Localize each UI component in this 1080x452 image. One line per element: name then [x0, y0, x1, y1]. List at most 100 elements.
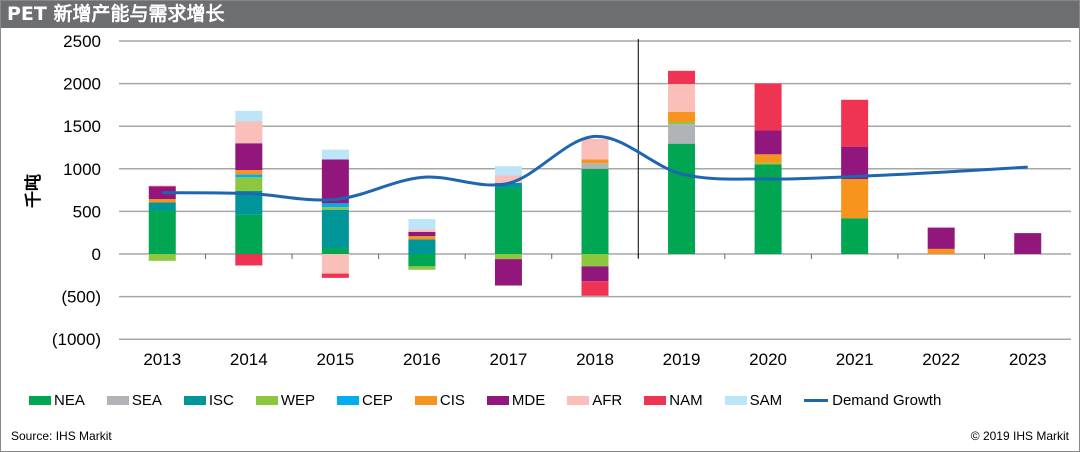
y-tick-label: (1000)	[52, 330, 101, 349]
bar-segment-nea	[841, 218, 869, 254]
x-tick-label: 2020	[749, 350, 787, 369]
x-tick-label: 2022	[922, 350, 960, 369]
bar-segment-isc	[235, 190, 263, 215]
legend-swatch	[106, 396, 129, 405]
legend-swatch	[183, 396, 206, 405]
legend-label: NEA	[54, 392, 85, 409]
legend-item-demand-growth: Demand Growth	[804, 392, 941, 409]
bar-segment-mde	[235, 143, 263, 171]
legend-label: SEA	[131, 392, 162, 409]
legend-swatch	[255, 396, 278, 405]
bar-segment-nam	[754, 83, 782, 131]
x-tick-label: 2021	[836, 350, 874, 369]
x-tick-label: 2016	[403, 350, 441, 369]
bar-segment-cis	[754, 154, 782, 163]
bar-segment-mde	[321, 159, 349, 204]
bar-segment-mde	[754, 130, 782, 155]
y-tick-label: 500	[73, 202, 101, 221]
x-tick-label: 2019	[663, 350, 701, 369]
legend-item-isc: ISC	[183, 392, 234, 409]
legend-swatch	[724, 396, 747, 405]
y-tick-label: 1500	[63, 117, 101, 136]
x-tick-label: 2014	[230, 350, 268, 369]
bar-segment-wep	[148, 254, 176, 261]
bar-segment-wep	[494, 254, 522, 260]
bar-segment-mde	[1014, 233, 1042, 254]
x-tick-label: 2023	[1009, 350, 1047, 369]
bar-segment-wep	[321, 207, 349, 210]
x-tick-label: 2015	[316, 350, 354, 369]
bar-segment-mde	[927, 227, 955, 249]
legend-label: Demand Growth	[832, 392, 942, 409]
legend-label: CEP	[362, 392, 393, 409]
bar-segment-nam	[148, 185, 176, 187]
bar-segment-afr	[581, 138, 609, 160]
bar-segment-nea	[235, 214, 263, 254]
chart-svg: 2500 2000 1500 1000 500 0 (500) (1000) 千吨 2013 201…	[23, 32, 1071, 369]
y-tick-label: (500)	[61, 288, 101, 307]
copyright-note: © 2019 IHS Markit	[970, 429, 1069, 443]
y-tick-label: 2000	[63, 75, 101, 94]
legend-item-mde: MDE	[486, 392, 546, 409]
bar-segment-wep	[668, 121, 696, 125]
bar-segment-cis	[408, 236, 436, 240]
bar-segment-sam	[494, 166, 522, 176]
legend: NEA SEA ISC WEP CEP CIS MDE AFR NAM SAM Demand Gro…	[29, 392, 963, 409]
bar-segment-afr	[235, 121, 263, 144]
legend-item-nea: NEA	[29, 392, 85, 409]
y-tick-label: 2500	[63, 32, 101, 51]
bar-segment-sam	[408, 219, 436, 230]
bar-segment-isc	[321, 209, 349, 249]
legend-swatch	[567, 396, 590, 405]
legend-item-sam: SAM	[724, 392, 782, 409]
bar-segment-afr	[408, 229, 436, 232]
y-tick-label: 0	[92, 245, 101, 264]
bar-segment-cis	[668, 111, 696, 122]
legend-label: AFR	[592, 392, 623, 409]
bar-segment-cis	[841, 179, 869, 219]
bar-segment-nea	[581, 168, 609, 254]
source-note: Source: IHS Markit	[11, 429, 112, 443]
bar-segment-sam	[321, 149, 349, 160]
bar-segment-cis	[581, 159, 609, 164]
bar-segment-isc	[408, 239, 436, 254]
legend-label: NAM	[669, 392, 703, 409]
bar-segment-nam	[581, 281, 609, 296]
bar-segment-sea	[581, 163, 609, 169]
x-tick-label: 2013	[143, 350, 181, 369]
bar-segment-wep	[581, 254, 609, 267]
bar-segment-cis	[235, 170, 263, 175]
bar-segment-mde	[841, 146, 869, 180]
legend-swatch	[414, 396, 437, 405]
legend-item-nam: NAM	[644, 392, 703, 409]
bar-segment-nam	[841, 99, 869, 147]
bar-segment-wep	[408, 266, 436, 270]
legend-item-afr: AFR	[567, 392, 622, 409]
bar-segment-cis	[148, 199, 176, 203]
legend-swatch	[337, 396, 360, 405]
legend-item-cep: CEP	[337, 392, 393, 409]
bar-segment-sea	[668, 124, 696, 144]
bar-segment-afr	[668, 84, 696, 112]
bar-segment-cis	[927, 248, 955, 254]
legend-swatch	[644, 396, 667, 405]
bar-segment-nea	[321, 248, 349, 254]
bar-segment-wep	[235, 177, 263, 191]
legend-swatch	[804, 399, 829, 402]
y-tick-label: 1000	[63, 160, 101, 179]
y-axis-label: 千吨	[23, 174, 44, 208]
bar-segment-sam	[235, 110, 263, 122]
bar-segment-nam	[321, 273, 349, 278]
bar-segment-nea	[668, 143, 696, 254]
bar-segment-nea	[494, 187, 522, 254]
legend-label: WEP	[280, 392, 316, 409]
legend-label: MDE	[511, 392, 546, 409]
bar-segment-nea	[408, 254, 436, 267]
bar-segment-isc	[148, 202, 176, 211]
legend-item-sea: SEA	[106, 392, 162, 409]
bar-segment-nea	[148, 210, 176, 254]
bar-segment-cep	[321, 203, 349, 208]
demand-growth-line	[162, 134, 1028, 202]
x-tick-label: 2018	[576, 350, 614, 369]
